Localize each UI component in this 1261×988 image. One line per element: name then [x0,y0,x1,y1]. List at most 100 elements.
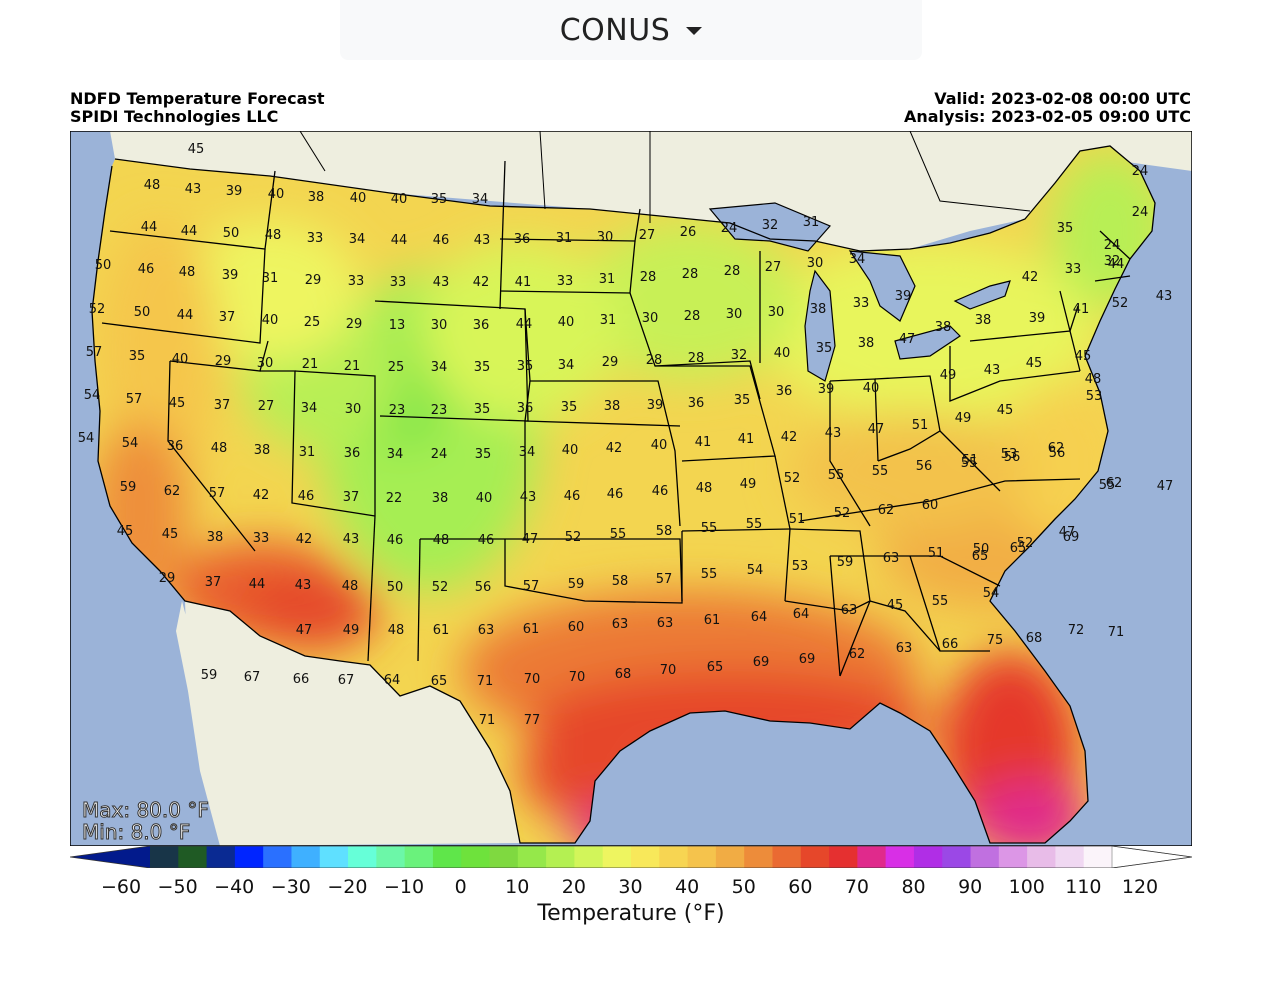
station-value: 32 [762,218,779,233]
station-value: 47 [868,422,885,437]
station-value: 50 [387,580,404,595]
station-value: 30 [726,307,743,322]
station-value: 69 [799,652,816,667]
station-value: 52 [1112,296,1129,311]
station-value: 44 [391,233,408,248]
station-value: 48 [696,481,713,496]
station-value: 40 [558,315,575,330]
station-value: 70 [660,663,677,678]
station-value: 32 [1104,254,1121,269]
station-value: 39 [222,268,239,283]
station-value: 34 [431,360,448,375]
station-value: 28 [684,309,701,324]
station-value: 28 [688,351,705,366]
colorbar-segment [517,846,547,868]
region-select[interactable]: CONUS [340,0,922,60]
station-value: 55 [872,464,889,479]
stats-min: Min: 8.0 °F [82,820,190,844]
station-value: 66 [942,637,959,652]
station-value: 70 [524,672,541,687]
station-value: 39 [647,398,664,413]
colorbar [70,846,1192,868]
colorbar-segment [885,846,915,868]
station-value: 42 [606,441,623,456]
station-value: 36 [514,232,531,247]
colorbar-tick-label: −60 [100,876,142,898]
station-value: 24 [721,221,738,236]
station-value: 37 [205,575,222,590]
colorbar-segment [631,846,660,868]
station-value: 33 [557,274,574,289]
station-value: 52 [1017,536,1034,551]
valid-time: Valid: 2023-02-08 00:00 UTC [934,89,1191,108]
station-value: 45 [887,598,904,613]
station-value: 21 [344,359,361,374]
land-baja [176,601,270,846]
station-value: 43 [433,275,450,290]
station-value: 24 [1132,164,1149,179]
station-value: 33 [390,275,407,290]
colorbar-tick-label: 120 [1121,876,1159,898]
station-value: 54 [747,563,764,578]
station-value: 48 [342,579,359,594]
station-value: 50 [973,542,990,557]
station-value: 54 [78,431,95,446]
station-value: 34 [849,252,866,267]
station-value: 47 [296,623,313,638]
station-value: 61 [523,622,540,637]
station-value: 35 [474,402,491,417]
station-value: 57 [86,345,103,360]
region-select-value: CONUS [559,12,671,48]
station-value: 55 [610,527,627,542]
station-value: 30 [257,356,274,371]
station-value: 49 [955,411,972,426]
station-value: 28 [646,353,663,368]
station-value: 42 [1022,270,1039,285]
station-value: 58 [612,574,629,589]
colorbar-tick-label: 90 [958,876,983,898]
station-value: 32 [731,348,748,363]
station-value: 31 [556,231,573,246]
station-value: 34 [349,232,366,247]
colorbar-extend-high [1111,846,1192,868]
station-value: 55 [961,456,978,471]
station-value: 55 [1099,478,1116,493]
station-value: 35 [561,400,578,415]
station-value: 35 [1057,221,1074,236]
station-value: 31 [599,272,616,287]
colorbar-tick-label: 70 [844,876,870,898]
station-value: 62 [849,647,866,662]
station-value: 44 [1108,257,1125,272]
colorbar-segment [178,846,208,868]
station-value: 48 [211,441,228,456]
station-value: 55 [828,468,845,483]
station-value: 33 [853,296,870,311]
colorbar-segment [1055,846,1085,868]
station-value: 68 [615,667,632,682]
station-value: 42 [296,532,313,547]
station-value: 43 [984,363,1001,378]
station-value: 50 [95,258,112,273]
stats-box: Max: 80.0 °F Min: 8.0 °F [82,798,210,845]
station-value: 48 [179,265,196,280]
station-value: 63 [841,603,858,618]
colorbar-title: Temperature (°F) [537,901,725,926]
station-value: 56 [1049,446,1066,461]
station-value: 42 [473,275,490,290]
station-value: 62 [1106,476,1123,491]
colorbar-segment [404,846,434,868]
colorbar-tick-label: 50 [731,876,756,898]
station-value: 43 [474,233,491,248]
station-value: 33 [348,274,365,289]
station-value: 57 [523,579,540,594]
colorbar-segment [291,846,321,868]
station-value: 54 [84,388,101,403]
station-value: 39 [818,382,835,397]
station-value: 45 [1026,356,1043,371]
station-value: 46 [387,533,404,548]
colorbar-segment [744,846,774,868]
header-left: NDFD Temperature Forecast SPIDI Technolo… [70,90,325,126]
temperature-field [92,146,1155,843]
station-value: 40 [774,346,791,361]
station-value: 36 [776,384,793,399]
